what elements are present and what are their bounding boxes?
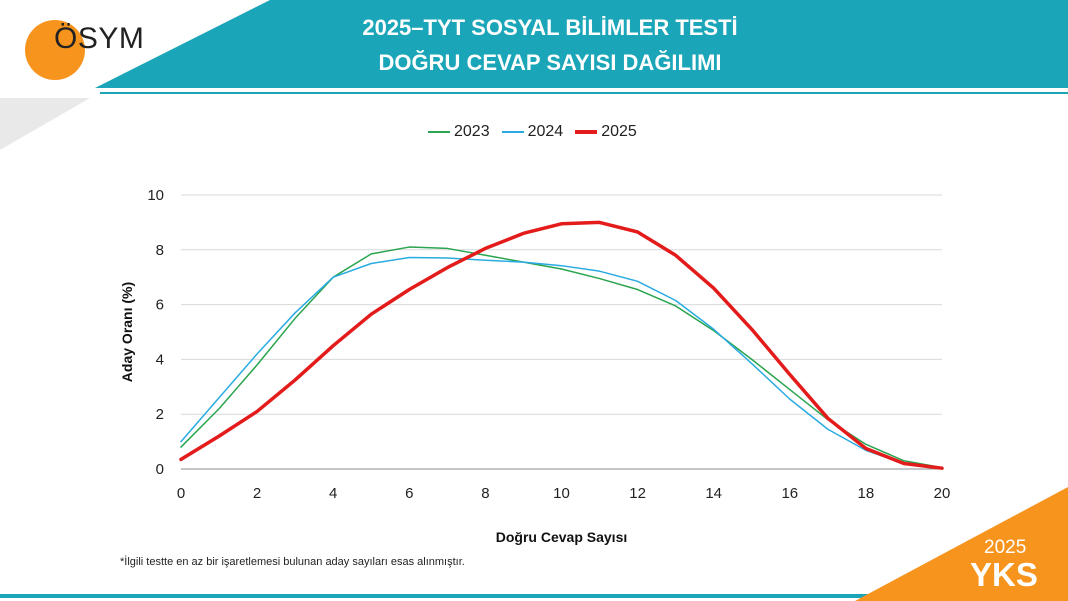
series-line-2023 (180, 246, 943, 469)
x-tick-label: 12 (629, 485, 646, 502)
legend-label-2024: 2024 (527, 123, 564, 140)
x-tick-label: 8 (481, 485, 489, 502)
legend-item-2024: 2024 (501, 123, 564, 141)
page-title-line1: 2025–TYT SOSYAL BİLİMLER TESTİ (362, 15, 738, 40)
series-line-2024 (180, 256, 943, 469)
legend-swatch-2024 (501, 131, 524, 133)
x-tick-label: 0 (177, 485, 185, 502)
header-shadow (0, 98, 90, 150)
x-tick-label: 16 (781, 485, 798, 502)
y-tick-labels: 0 2 4 6 8 10 (147, 187, 164, 478)
yks-badge: YKS (970, 556, 1038, 593)
x-tick-label: 4 (329, 485, 337, 502)
y-tick-label: 4 (156, 351, 164, 368)
osym-logo-text: ÖSYM (54, 22, 145, 55)
x-tick-label: 2 (253, 485, 261, 502)
legend-swatch-2023 (428, 131, 450, 133)
footnote: *İlgili testte en az bir işaretlemesi bu… (120, 556, 465, 568)
x-tick-label: 20 (934, 485, 951, 502)
legend-label-2025: 2025 (601, 123, 637, 140)
legend-label-2023: 2023 (454, 123, 490, 140)
y-tick-label: 10 (147, 187, 164, 204)
x-tick-label: 6 (405, 485, 413, 502)
y-tick-label: 2 (156, 406, 164, 423)
chart-grid (181, 194, 942, 470)
legend-item-2023: 2023 (428, 123, 490, 141)
y-tick-label: 6 (156, 297, 164, 314)
x-tick-label: 18 (858, 485, 875, 502)
legend-item-2025: 2025 (575, 123, 637, 141)
header-band (95, 0, 1068, 88)
page-title-line2: DOĞRU CEVAP SAYISI DAĞILIMI (378, 50, 722, 75)
yks-badge-year: 2025 (984, 537, 1027, 558)
chart-legend: 2023 2024 2025 (428, 120, 649, 144)
series-line-2025 (179, 220, 944, 470)
x-tick-label: 10 (553, 485, 570, 502)
footer-orange-corner (855, 487, 1068, 601)
x-tick-label: 14 (705, 485, 722, 502)
chart-series (179, 220, 944, 470)
y-tick-label: 0 (156, 461, 164, 478)
x-axis-label: Doğru Cevap Sayısı (496, 529, 628, 545)
x-tick-labels: 0 2 4 6 8 10 12 14 16 18 20 (177, 485, 951, 502)
legend-swatch-2025 (575, 130, 598, 134)
y-tick-label: 8 (156, 242, 164, 259)
osym-logo-mark (25, 20, 85, 80)
y-axis-label: Aday Oranı (%) (119, 282, 135, 382)
